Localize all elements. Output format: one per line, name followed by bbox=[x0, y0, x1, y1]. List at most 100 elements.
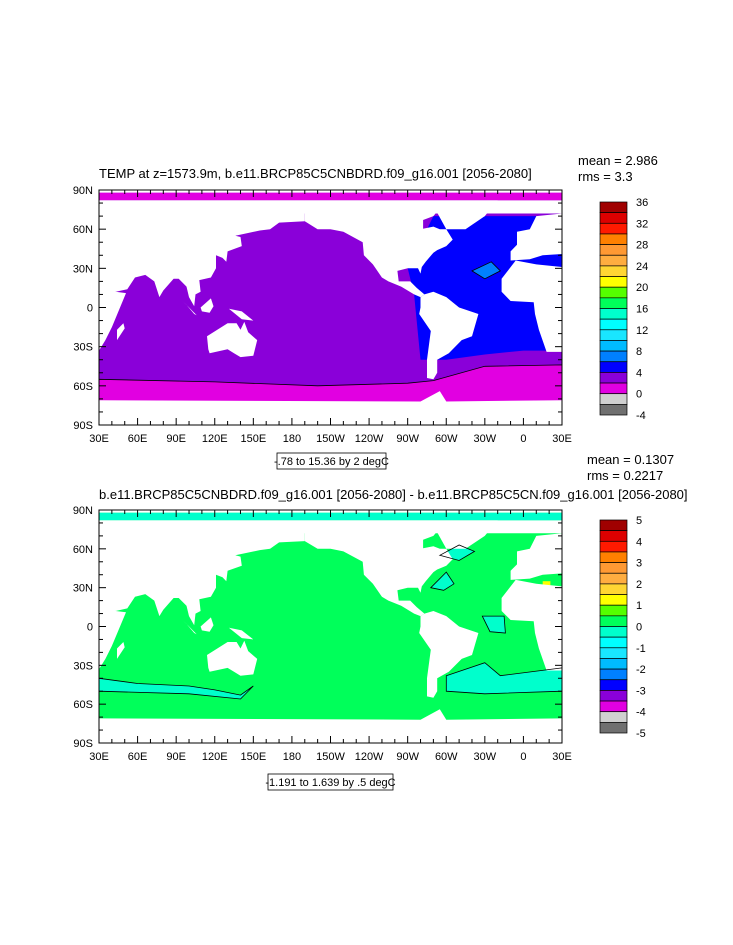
x-tick-label: 180 bbox=[283, 751, 301, 763]
colorbar-box bbox=[599, 393, 628, 405]
x-tick-label: 90W bbox=[396, 433, 419, 445]
land-europe bbox=[510, 213, 562, 261]
colorbar-box bbox=[599, 265, 628, 277]
colorbar-box bbox=[599, 647, 628, 659]
colorbar-box bbox=[599, 382, 628, 395]
colorbar-box bbox=[599, 350, 628, 363]
map-plot-area: 30E 60E 90E 120E 150E 180 150W 120W 90W 60W 30W 0 30… bbox=[73, 505, 572, 763]
land-europe bbox=[510, 533, 562, 580]
mean-label: mean = 0.1307 bbox=[587, 452, 674, 467]
land-antarctica bbox=[99, 709, 562, 743]
colorbar-box bbox=[599, 340, 628, 352]
land-newguinea bbox=[228, 308, 254, 321]
colorbar-box bbox=[599, 329, 628, 341]
panel-title: b.e11.BRCP85C5CNBDRD.f09_g16.001 [2056-2… bbox=[99, 487, 688, 502]
colorbar-box bbox=[599, 404, 628, 416]
land-samerica bbox=[419, 291, 479, 380]
land-samerica bbox=[419, 611, 479, 698]
x-tick-label: 30W bbox=[474, 433, 497, 445]
land-sumatra bbox=[182, 301, 197, 316]
colorbar-box bbox=[599, 711, 628, 723]
y-tick-label: 60S bbox=[73, 699, 93, 711]
colorbar-label: 28 bbox=[636, 240, 648, 252]
contour-line bbox=[429, 571, 455, 591]
colorbar-box bbox=[599, 297, 628, 309]
tropical-atlantic-patch bbox=[482, 616, 506, 633]
y-tick-label: 90N bbox=[73, 185, 93, 197]
colorbar-label: 4 bbox=[636, 536, 642, 548]
colorbar-box bbox=[599, 551, 628, 563]
colorbar-label: 24 bbox=[636, 261, 648, 273]
land-antarctica bbox=[99, 391, 562, 425]
colorbar-box bbox=[599, 519, 628, 531]
colorbar-box bbox=[599, 583, 628, 595]
colorbar-label: -1 bbox=[636, 643, 646, 655]
x-tick-label: 120E bbox=[202, 751, 228, 763]
colorbar-box bbox=[599, 572, 628, 585]
colorbar-label: -4 bbox=[636, 410, 646, 422]
colorbar-box bbox=[599, 562, 628, 574]
x-tick-label: 60W bbox=[435, 433, 458, 445]
colorbar-label: -4 bbox=[636, 707, 646, 719]
contour-line bbox=[445, 662, 562, 695]
contour-line bbox=[471, 261, 501, 280]
land-eurasia bbox=[99, 200, 305, 307]
indian-ocean-band bbox=[99, 678, 254, 699]
land-australia bbox=[207, 640, 258, 676]
x-tick-label: 150E bbox=[240, 751, 266, 763]
land-borneo bbox=[200, 298, 214, 313]
y-tick-label: 60N bbox=[73, 544, 93, 556]
y-tick-label: 30S bbox=[73, 342, 93, 354]
x-tick-label: 0 bbox=[520, 433, 526, 445]
y-tick-label: 30N bbox=[73, 263, 93, 275]
land-newguinea bbox=[228, 627, 254, 640]
y-tick-label: 60N bbox=[73, 224, 93, 236]
mean-label: mean = 2.986 bbox=[578, 153, 658, 168]
colorbar-box bbox=[599, 668, 628, 681]
colorbar-label: 32 bbox=[636, 218, 648, 230]
colorbar-box bbox=[599, 254, 628, 267]
colorbar-box bbox=[599, 679, 628, 691]
colorbar-label: 0 bbox=[636, 622, 642, 634]
x-tick-label: 150W bbox=[316, 751, 345, 763]
land-eurasia bbox=[99, 520, 305, 626]
colorbar-label: 36 bbox=[636, 197, 648, 209]
colorbar-label: 20 bbox=[636, 282, 648, 294]
south-atlantic-patch bbox=[446, 662, 562, 694]
x-tick-label: 180 bbox=[283, 433, 301, 445]
x-tick-label: 0 bbox=[520, 751, 526, 763]
land-madagascar bbox=[117, 323, 125, 341]
colorbar-box bbox=[599, 318, 628, 331]
colorbar-label: 8 bbox=[636, 346, 642, 358]
x-tick-label: 30E bbox=[89, 751, 109, 763]
land-arctic bbox=[99, 520, 562, 534]
colorbar-box bbox=[599, 690, 628, 702]
colorbar-box bbox=[599, 212, 628, 224]
colorbar-label: 16 bbox=[636, 304, 648, 316]
colorbar-label: -2 bbox=[636, 664, 646, 676]
colorbar-box bbox=[599, 233, 628, 245]
colorbar-box bbox=[599, 276, 628, 288]
x-tick-label: 90E bbox=[166, 433, 186, 445]
y-tick-label: 90N bbox=[73, 505, 93, 517]
land-africaE bbox=[99, 265, 126, 351]
colorbar-box bbox=[599, 244, 628, 256]
contour-info: -1.191 to 1.639 by .5 degC bbox=[265, 777, 395, 789]
colorbar-label: 0 bbox=[636, 389, 642, 401]
colorbar-box bbox=[599, 540, 628, 553]
y-tick-label: 90S bbox=[73, 420, 93, 432]
colorbar-label: 2 bbox=[636, 579, 642, 591]
x-tick-label: 120W bbox=[355, 433, 384, 445]
y-tick-label: 90S bbox=[73, 738, 93, 750]
colorbar-box bbox=[599, 636, 628, 649]
colorbar-box bbox=[599, 222, 628, 235]
x-tick-label: 90W bbox=[396, 751, 419, 763]
x-tick-label: 30E bbox=[552, 751, 572, 763]
y-tick-label: 0 bbox=[87, 622, 93, 634]
contour-line bbox=[99, 677, 254, 700]
land-sumatra bbox=[182, 620, 197, 635]
panel-title: TEMP at z=1573.9m, b.e11.BRCP85C5CNBDRD.… bbox=[99, 166, 532, 181]
contour-info-box bbox=[267, 773, 394, 791]
land-africaW bbox=[501, 579, 562, 671]
